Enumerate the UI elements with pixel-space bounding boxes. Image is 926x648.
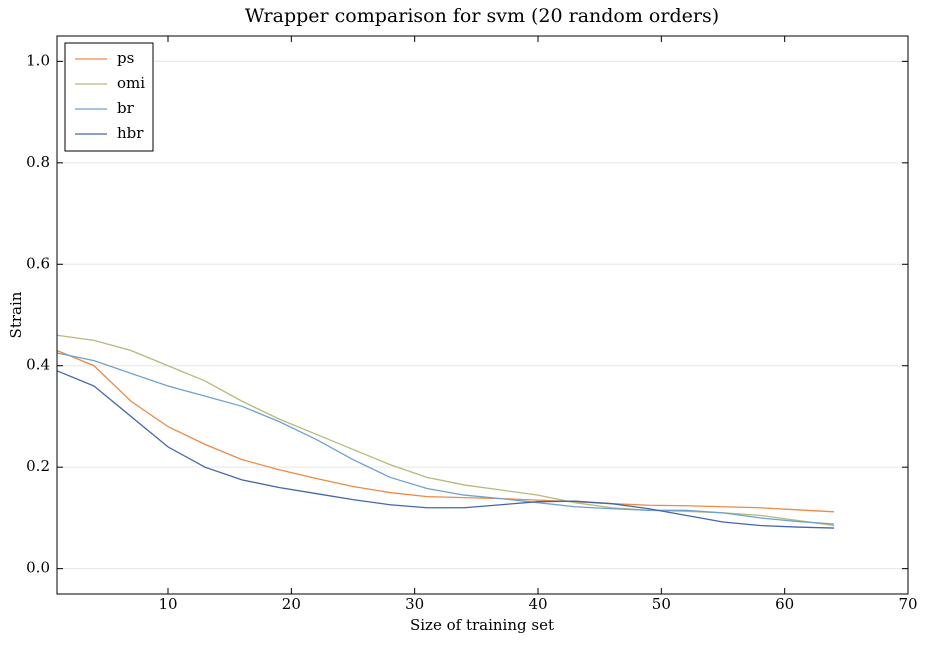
y-tick-label: 0.4 (26, 356, 50, 374)
legend-label: br (117, 99, 135, 117)
y-tick-label: 0.8 (26, 153, 50, 171)
x-tick-label: 20 (282, 595, 301, 613)
series-line (56, 370, 835, 529)
y-tick-label: 0.6 (26, 254, 50, 272)
y-tick-label: 0.2 (26, 457, 50, 475)
series-line (56, 349, 835, 513)
y-axis-label: Strain (7, 291, 25, 338)
x-tick-label: 50 (652, 595, 671, 613)
y-tick-label: 1.0 (26, 51, 50, 69)
plot-frame (56, 35, 909, 595)
x-tick-label: 60 (775, 595, 794, 613)
chart-title: Wrapper comparison for svm (20 random or… (245, 5, 719, 27)
series-line (56, 352, 835, 525)
x-tick-label: 30 (405, 595, 424, 613)
x-tick-label: 10 (158, 595, 177, 613)
x-tick-label: 70 (898, 595, 917, 613)
legend-label: hbr (117, 124, 144, 142)
legend-label: ps (117, 49, 134, 67)
y-tick-label: 0.0 (26, 559, 50, 577)
x-axis-label: Size of training set (410, 616, 554, 634)
legend-label: omi (117, 74, 145, 92)
legend-box (64, 42, 154, 152)
x-tick-label: 40 (528, 595, 547, 613)
